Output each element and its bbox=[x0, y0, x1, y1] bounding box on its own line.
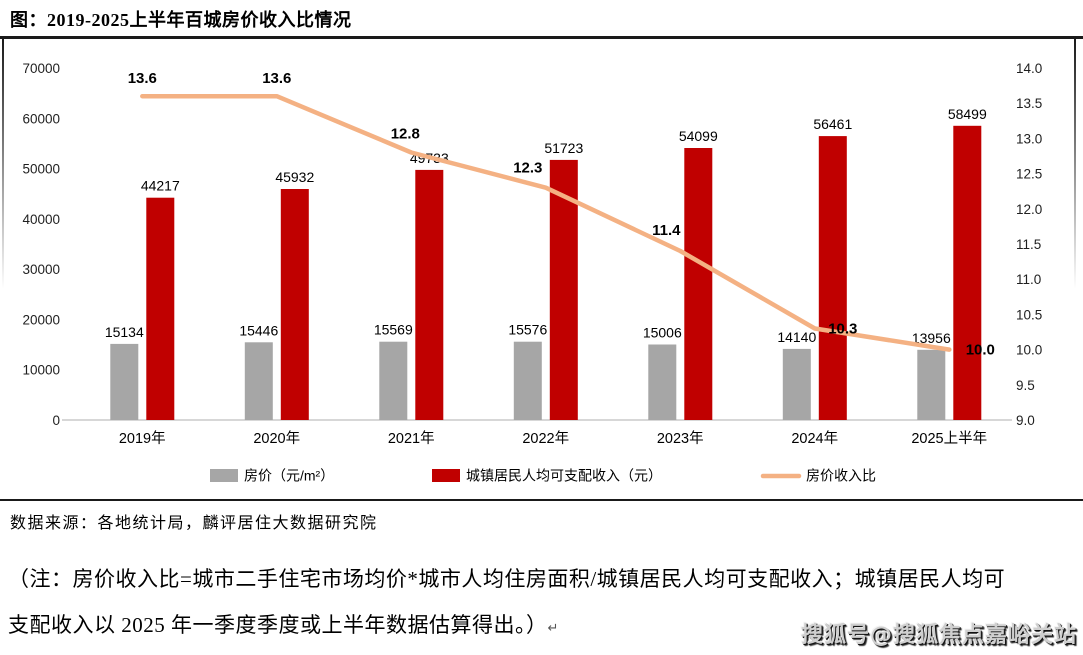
left-axis-tick: 0 bbox=[52, 413, 60, 428]
watermark: 搜狐号@搜狐焦点嘉峪关站 bbox=[800, 623, 1077, 648]
chart-box-border-left bbox=[2, 39, 4, 289]
price-bar bbox=[110, 343, 139, 420]
ratio-line bbox=[140, 93, 952, 352]
x-axis-label: 2022年 bbox=[522, 430, 569, 447]
bar-value-label: 58499 bbox=[948, 106, 987, 122]
price-bar-labels: 15134 15446 15569 15576 15006 14140 13956 bbox=[105, 322, 951, 346]
ratio-value-label: 13.6 bbox=[128, 70, 157, 87]
income-bar bbox=[146, 197, 175, 420]
note-line1: （注：房价收入比=城市二手住宅市场均价*城市人均住房面积/城镇居民人均可支配收入… bbox=[8, 567, 1006, 591]
right-axis-tick: 13.5 bbox=[1016, 96, 1042, 111]
right-axis-tick: 10.5 bbox=[1016, 307, 1042, 322]
income-bar bbox=[684, 148, 713, 420]
left-axis-ticks: 0 10000 20000 30000 40000 50000 60000 70000 bbox=[22, 61, 60, 428]
paragraph-mark: ↵ bbox=[547, 620, 559, 635]
left-axis-tick: 10000 bbox=[22, 363, 60, 378]
bar-value-label: 15569 bbox=[374, 322, 413, 338]
right-axis-ticks: 9.0 9.5 10.0 10.5 11.0 11.5 12.0 12.5 13.0 13.5 14… bbox=[1016, 61, 1042, 428]
x-axis-label: 2021年 bbox=[388, 430, 435, 447]
x-axis-label: 2019年 bbox=[119, 430, 166, 447]
ratio-line-labels: 13.6 13.6 12.8 12.3 11.4 10.3 10.0 bbox=[128, 70, 995, 358]
ratio-value-label: 10.3 bbox=[828, 321, 857, 338]
income-bar bbox=[549, 159, 578, 420]
left-axis-tick: 70000 bbox=[22, 61, 60, 76]
ratio-value-label: 11.4 bbox=[652, 222, 681, 239]
right-axis-tick: 9.0 bbox=[1016, 413, 1035, 428]
right-axis-tick: 9.5 bbox=[1016, 378, 1035, 393]
right-axis-tick: 13.0 bbox=[1016, 131, 1042, 146]
chart-box-border-right bbox=[1074, 39, 1076, 289]
price-bar bbox=[513, 341, 542, 420]
ratio-value-label: 13.6 bbox=[262, 70, 291, 87]
chart-bottom-rule bbox=[0, 499, 1083, 501]
legend-label: 房价（元/m²） bbox=[244, 468, 334, 484]
bar-value-label: 45932 bbox=[275, 169, 314, 185]
left-axis-tick: 60000 bbox=[22, 111, 60, 126]
bar-value-label: 15134 bbox=[105, 324, 144, 340]
note-text: （注：房价收入比=城市二手住宅市场均价*城市人均住房面积/城镇居民人均可支配收入… bbox=[8, 556, 1074, 651]
source-text: 数据来源：各地统计局，麟评居住大数据研究院 bbox=[10, 515, 378, 532]
price-bars bbox=[110, 341, 946, 420]
income-bar bbox=[280, 189, 309, 420]
price-bar bbox=[917, 349, 946, 420]
bar-value-label: 44217 bbox=[141, 178, 180, 194]
price-bar bbox=[379, 341, 408, 420]
bar-value-label: 13956 bbox=[912, 330, 951, 346]
price-bar bbox=[782, 348, 811, 420]
right-axis-tick: 11.5 bbox=[1016, 237, 1041, 252]
bar-value-label: 56461 bbox=[813, 116, 852, 132]
x-axis-label: 2024年 bbox=[791, 430, 838, 447]
right-axis-tick: 11.0 bbox=[1016, 272, 1041, 287]
ratio-value-label: 12.8 bbox=[391, 126, 420, 143]
x-axis-label: 2025上半年 bbox=[911, 430, 987, 447]
income-bar bbox=[415, 169, 444, 420]
legend-label: 城镇居民人均可支配收入（元） bbox=[466, 468, 662, 484]
title-rule bbox=[0, 36, 1083, 39]
left-axis-tick: 50000 bbox=[22, 162, 60, 177]
x-axis-labels: 2019年 2020年 2021年 2022年 2023年 2024年 2025上半年 bbox=[119, 430, 987, 447]
legend-swatch bbox=[432, 469, 460, 482]
combo-chart: 0100002000030000400005000060000700009.09… bbox=[22, 61, 1042, 484]
right-axis-tick: 12.0 bbox=[1016, 202, 1042, 217]
left-axis-tick: 20000 bbox=[22, 312, 60, 327]
bar-value-label: 15006 bbox=[643, 325, 682, 341]
ratio-value-label: 10.0 bbox=[966, 342, 995, 359]
note-line2: 支配收入以 2025 年一季度季度或上半年数据估算得出。） bbox=[8, 613, 548, 637]
bar-value-label: 15446 bbox=[239, 322, 278, 338]
left-axis-tick: 30000 bbox=[22, 262, 60, 277]
income-bar bbox=[818, 136, 847, 420]
income-bar bbox=[953, 125, 982, 421]
price-bar bbox=[648, 344, 677, 420]
right-axis-tick: 10.0 bbox=[1016, 343, 1042, 358]
bar-value-label: 15576 bbox=[508, 322, 547, 338]
left-axis-tick: 40000 bbox=[22, 212, 60, 227]
x-axis-label: 2020年 bbox=[253, 430, 300, 447]
ratio-value-label: 12.3 bbox=[513, 160, 542, 177]
income-bars bbox=[146, 125, 982, 421]
legend-label: 房价收入比 bbox=[806, 468, 876, 484]
legend: 房价（元/m²） 城镇居民人均可支配收入（元） 房价收入比 bbox=[210, 468, 876, 484]
x-axis-label: 2023年 bbox=[657, 430, 704, 447]
bar-value-label: 51723 bbox=[544, 140, 583, 156]
bar-value-label: 54099 bbox=[679, 128, 718, 144]
right-axis-tick: 12.5 bbox=[1016, 167, 1042, 182]
chart-title: 图：2019-2025上半年百城房价收入比情况 bbox=[10, 10, 352, 30]
legend-swatch bbox=[210, 469, 238, 482]
bar-value-label: 14140 bbox=[777, 329, 816, 345]
price-bar bbox=[244, 342, 273, 420]
right-axis-tick: 14.0 bbox=[1016, 61, 1042, 76]
